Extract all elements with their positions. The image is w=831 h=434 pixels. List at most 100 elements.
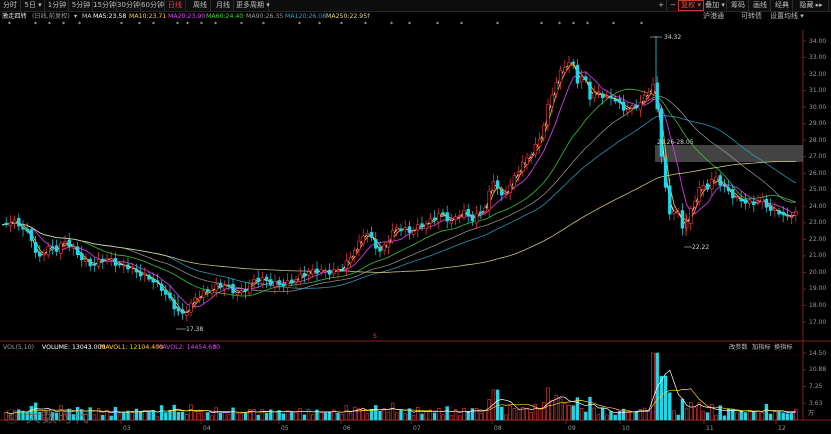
- candle-body: [781, 212, 785, 216]
- moving-average-lines: [1, 62, 797, 314]
- volume-bar: [180, 411, 185, 421]
- volume-bar: [126, 410, 130, 421]
- adjust-button[interactable]: 复权 ▾: [678, 0, 704, 11]
- candle-body: [243, 289, 248, 292]
- ma20-value: MA20:23.90: [168, 13, 206, 20]
- candle-body: [96, 259, 101, 267]
- switch-indicator-button[interactable]: 换指标: [774, 344, 793, 351]
- volume-bar: [638, 408, 643, 421]
- price-tick-label: 25.00: [809, 186, 827, 194]
- volume-bar: [59, 405, 63, 421]
- candle-body: [193, 297, 197, 302]
- date-tick-label: 10: [622, 425, 630, 432]
- sell-signal-marker: S: [373, 333, 377, 340]
- volume-bar: [294, 412, 298, 421]
- candle-body: [197, 297, 202, 301]
- candle-body: [8, 222, 13, 226]
- hide-button[interactable]: 隐藏 ▸▸: [794, 0, 829, 11]
- candle-body: [126, 264, 130, 270]
- volume-bar: [584, 411, 588, 421]
- resistance-box: [655, 145, 803, 162]
- tab-5day[interactable]: 5日 ▾: [22, 0, 45, 11]
- candle-body: [495, 180, 500, 189]
- candle-body: [382, 244, 386, 251]
- volume-bar: [323, 412, 328, 421]
- tab-1min[interactable]: 1分钟: [46, 0, 69, 11]
- volume-bar: [676, 414, 680, 421]
- volume-bar: [642, 407, 647, 421]
- volume-bar: [470, 408, 475, 421]
- candle-body: [663, 157, 668, 188]
- tab-30min[interactable]: 30分钟: [117, 0, 141, 11]
- add-indicator-button[interactable]: 加指标: [752, 344, 771, 351]
- tab-weekly[interactable]: 周线: [190, 0, 211, 11]
- candle-body: [542, 124, 546, 139]
- volume-bar: [201, 410, 206, 421]
- volume-indicator-name[interactable]: VOL(5,10): [3, 344, 35, 351]
- date-tick-label: 05: [281, 425, 289, 432]
- tab-convertible[interactable]: 可转债: [741, 12, 762, 20]
- volume-bar: [554, 394, 559, 421]
- overlay-button[interactable]: 叠加 ▾: [704, 0, 727, 11]
- volume-bar: [113, 406, 118, 421]
- high-price-label: 34.32: [664, 34, 682, 41]
- tab-monthly[interactable]: 月线: [213, 0, 234, 11]
- volume-bar: [117, 413, 122, 421]
- candle-body: [25, 228, 29, 232]
- candle-body: [298, 273, 302, 282]
- candle-body: [554, 82, 559, 94]
- date-tick-label: 11: [706, 425, 714, 432]
- candle-body: [395, 227, 399, 230]
- price-tick-label: 27.00: [809, 153, 827, 161]
- volume-bar: [185, 414, 189, 421]
- chip-button[interactable]: 筹码: [728, 0, 749, 11]
- candle-body: [789, 216, 794, 219]
- volume-bar: [256, 414, 260, 421]
- classic-button[interactable]: 经典: [772, 0, 793, 11]
- candle-body: [155, 280, 160, 283]
- candle-body: [794, 211, 798, 216]
- volume-bar: [29, 406, 34, 421]
- volume-bar: [407, 408, 412, 421]
- indicator-name[interactable]: 激走四转: [2, 13, 27, 20]
- candle-body: [491, 181, 496, 191]
- tab-hk-connect[interactable]: 沪港通: [703, 12, 724, 20]
- volume-bar: [760, 412, 764, 421]
- candle-body: [773, 208, 777, 211]
- ma60-line: [1, 88, 796, 297]
- candle-body: [227, 284, 231, 287]
- candle-body: [17, 217, 21, 227]
- candle-body: [533, 144, 538, 155]
- volume-tick-label: 14.50: [809, 349, 827, 357]
- volume-bar: [428, 409, 433, 421]
- tab-5min[interactable]: 5分钟: [70, 0, 93, 11]
- candle-body: [525, 157, 529, 165]
- candle-body: [168, 292, 172, 299]
- tab-intraday[interactable]: 分时: [0, 0, 21, 11]
- volume-bar: [122, 412, 126, 421]
- candle-body: [159, 283, 164, 291]
- info-dropdown-icon[interactable]: ▾: [74, 13, 78, 20]
- watermark: ⓒ 大数时代: [4, 406, 90, 427]
- tab-daily[interactable]: 日线: [165, 0, 186, 11]
- set-ma-dropdown[interactable]: 设置均线 ▾: [770, 12, 804, 20]
- candle-body: [760, 197, 764, 203]
- tab-60min[interactable]: 60分钟: [141, 0, 165, 11]
- zoom-in-button[interactable]: +: [656, 0, 667, 11]
- tab-more-periods[interactable]: 更多周期 ▾: [236, 0, 270, 11]
- ma20-line: [1, 71, 796, 307]
- candle-body: [105, 257, 109, 261]
- draw-line-button[interactable]: 画线: [750, 0, 771, 11]
- candle-body: [12, 219, 17, 223]
- signal-mark: *: [200, 21, 203, 28]
- candle-body: [458, 215, 462, 217]
- signal-mark: *: [78, 21, 81, 28]
- tab-15min[interactable]: 15分钟: [93, 0, 117, 11]
- volume-unit: 万: [808, 410, 815, 417]
- candle-body: [529, 155, 533, 157]
- candle-body: [4, 222, 8, 225]
- edit-params-button[interactable]: 改参数: [729, 344, 748, 351]
- candle-body: [752, 201, 756, 205]
- price-tick-label: 20.00: [809, 268, 827, 276]
